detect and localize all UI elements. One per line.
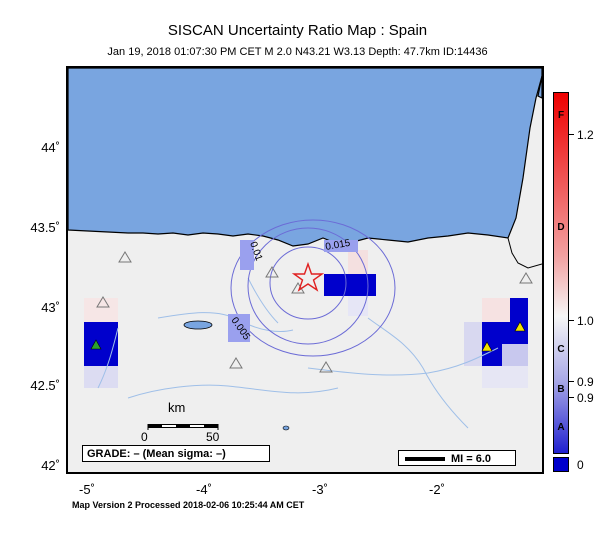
grade-letter-d: D <box>557 222 565 233</box>
grade-box: GRADE: – (Mean sigma: –) <box>82 445 270 462</box>
lat-label: 43.5˚ <box>30 220 60 235</box>
lat-label: 44˚ <box>41 140 60 155</box>
footer-text: Map Version 2 Processed 2018-02-06 10:25… <box>72 500 305 510</box>
colorbar-low-swatch <box>553 457 569 472</box>
station-icon <box>481 341 493 352</box>
map-title: SISCAN Uncertainty Ratio Map : Spain <box>167 22 428 39</box>
grade-letter-a: A <box>557 422 565 433</box>
lat-label: 42˚ <box>41 458 60 473</box>
colorbar <box>553 92 569 454</box>
grade-letter-b: B <box>557 384 565 395</box>
colorbar-value: 0 <box>577 458 584 472</box>
lat-label: 42.5˚ <box>30 378 60 393</box>
colorbar-value: 1.0 <box>577 314 594 328</box>
colorbar-value: 0.9 <box>577 375 594 389</box>
colorbar-value: 1.2 <box>577 128 594 142</box>
map-canvas: 0.01 0.015 0.005 <box>68 68 542 431</box>
station-icon <box>90 339 102 350</box>
mi-line-icon <box>405 457 445 461</box>
mi-legend: MI = 6.0 <box>398 450 516 466</box>
grade-letter-c: C <box>557 344 565 355</box>
star-icon <box>291 261 325 292</box>
lat-label: 43˚ <box>41 300 60 315</box>
scale-title: km <box>168 400 186 415</box>
lon-label: -4˚ <box>196 482 212 497</box>
scale-zero-label: 0 <box>141 430 148 444</box>
mi-label: MI = 6.0 <box>451 453 492 465</box>
lon-label: -2˚ <box>429 482 445 497</box>
station-icon <box>514 321 526 332</box>
contour-label: 0.015 <box>325 238 352 253</box>
lon-label: -5˚ <box>79 482 95 497</box>
ratio-cell <box>324 274 376 296</box>
grade-letter-f: F <box>557 110 565 121</box>
event-info: Jan 19, 2018 01:07:30 PM CET M 2.0 N43.2… <box>107 46 488 58</box>
colorbar-value: 0.9 <box>577 391 594 405</box>
map-panel[interactable]: 0.01 0.015 0.005 <box>66 66 544 474</box>
lon-label: -3˚ <box>312 482 328 497</box>
sea-area <box>68 68 542 247</box>
scale-fifty-label: 50 <box>206 430 220 444</box>
